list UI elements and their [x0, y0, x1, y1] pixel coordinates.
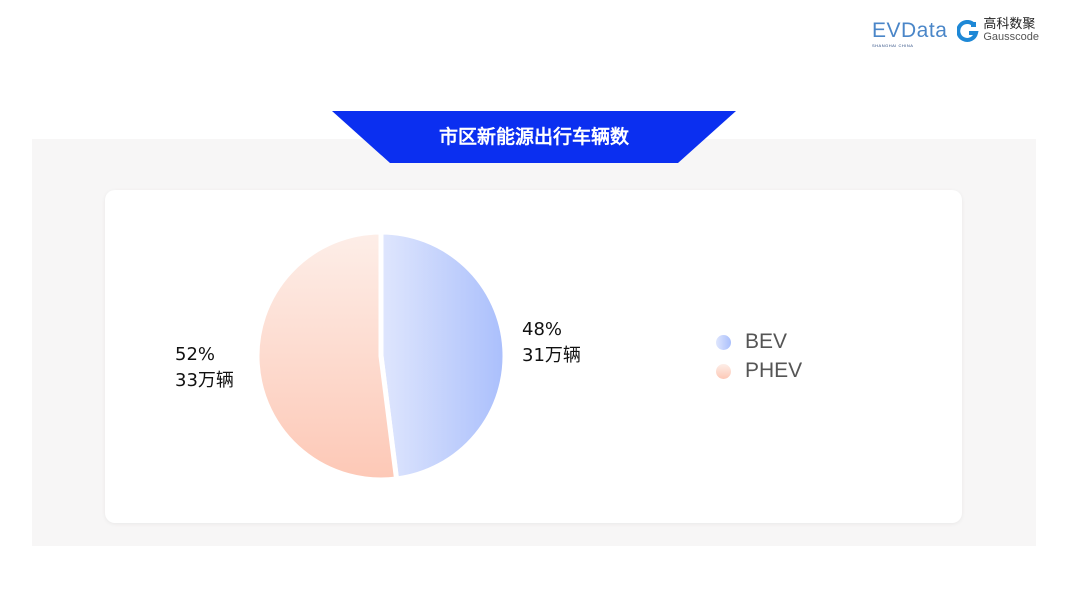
evdata-logo: EVData SHANGHAI CHINA: [872, 18, 948, 48]
data-label-bev-value: 31万辆: [522, 345, 581, 366]
data-label-phev-pct: 52%: [175, 344, 216, 365]
data-label-phev-value: 33万辆: [175, 370, 234, 391]
chart-card: [105, 190, 962, 523]
legend-swatch-bev: [716, 334, 731, 350]
evdata-logo-text: EVData: [872, 18, 948, 42]
pie-slice-bev: [378, 229, 508, 482]
pie-slice-phev: [254, 229, 400, 483]
title-banner-shape: [332, 111, 736, 163]
title-banner: 市区新能源出行车辆数: [332, 111, 736, 163]
chart-title: 市区新能源出行车辆数: [438, 126, 629, 148]
gausscode-logo-cn: 高科数聚: [983, 17, 1036, 32]
legend-swatch-phev: [716, 363, 731, 379]
gausscode-logo-icon: [957, 19, 979, 42]
data-label-phev: 52% 33万辆: [175, 342, 234, 394]
legend-item-phev: PHEV: [716, 359, 802, 383]
logos: EVData SHANGHAI CHINA 高科数聚 Gausscode: [872, 18, 1039, 48]
gausscode-logo: 高科数聚 Gausscode: [957, 18, 1039, 43]
evdata-logo-sub: SHANGHAI CHINA: [872, 42, 914, 48]
data-label-bev: 48% 31万辆: [522, 317, 581, 369]
legend-label-phev: PHEV: [745, 359, 803, 382]
legend-label-bev: BEV: [745, 330, 788, 353]
legend-item-bev: BEV: [716, 330, 787, 354]
data-label-bev-pct: 48%: [522, 319, 563, 340]
gausscode-logo-en: Gausscode: [983, 31, 1040, 43]
